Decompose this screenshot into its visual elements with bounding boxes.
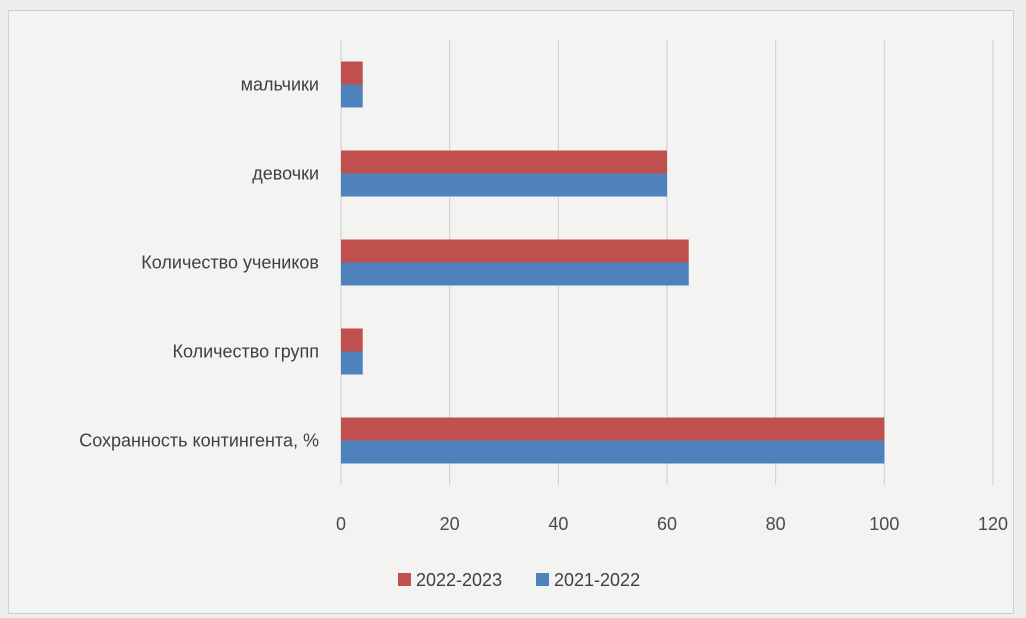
category-label: Количество учеников: [141, 253, 319, 273]
x-tick-label: 80: [766, 514, 786, 534]
legend-label: 2021-2022: [554, 570, 640, 590]
category-label: Количество групп: [172, 342, 319, 362]
chart-frame: [8, 10, 1014, 614]
x-tick-label: 60: [657, 514, 677, 534]
bar-2022-2023: [341, 417, 885, 441]
x-tick-label: 120: [978, 514, 1008, 534]
legend-swatch: [536, 573, 549, 586]
bar-2021-2022: [341, 262, 689, 286]
x-tick-label: 0: [336, 514, 346, 534]
bar-2022-2023: [341, 328, 363, 352]
bar-2021-2022: [341, 440, 885, 464]
category-label: Сохранность контингента, %: [79, 431, 319, 451]
legend-label: 2022-2023: [416, 570, 502, 590]
bar-2021-2022: [341, 351, 363, 375]
category-label: мальчики: [241, 75, 319, 95]
legend-swatch: [398, 573, 411, 586]
x-tick-label: 20: [440, 514, 460, 534]
bar-2021-2022: [341, 84, 363, 108]
x-tick-label: 100: [869, 514, 899, 534]
bar-2022-2023: [341, 150, 667, 174]
bar-2022-2023: [341, 61, 363, 85]
bar-2022-2023: [341, 239, 689, 263]
bar-2021-2022: [341, 173, 667, 197]
category-label: девочки: [252, 164, 319, 184]
x-tick-label: 40: [548, 514, 568, 534]
